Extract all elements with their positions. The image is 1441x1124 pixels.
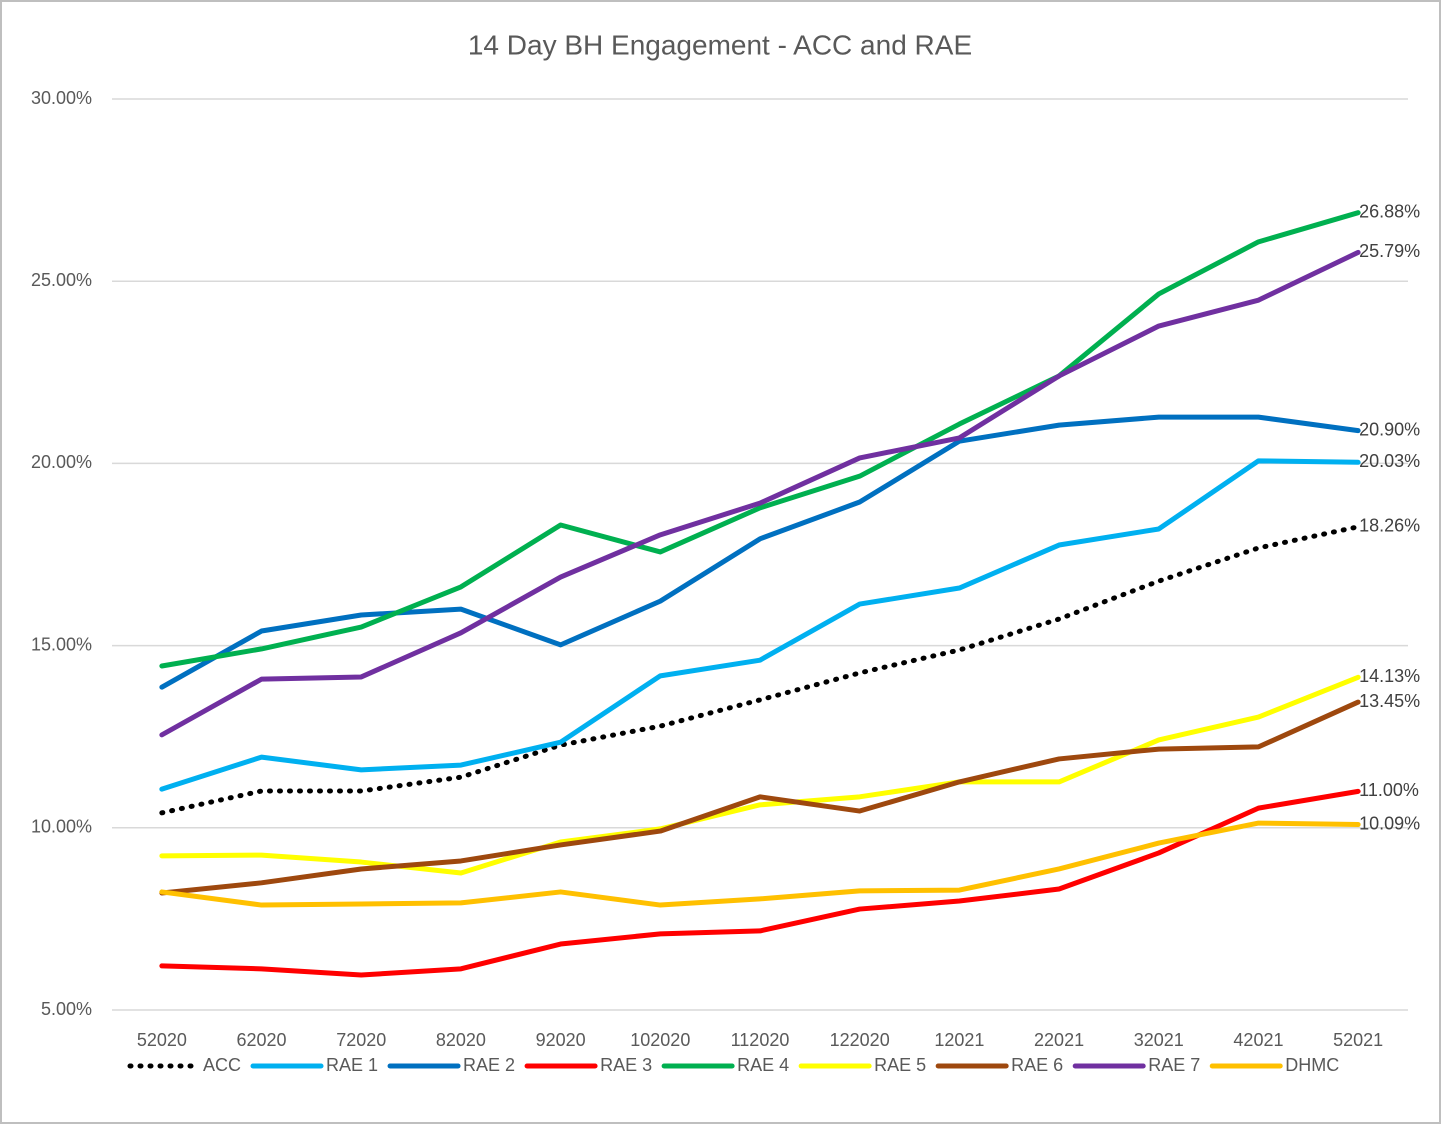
y-tick-label: 20.00%: [31, 452, 92, 472]
data-label: 20.90%: [1359, 419, 1420, 439]
y-tick-label: 5.00%: [41, 999, 92, 1019]
x-tick-label: 12021: [934, 1030, 984, 1050]
y-tick-label: 30.00%: [31, 88, 92, 108]
legend-label: RAE 4: [737, 1055, 789, 1075]
legend-label: DHMC: [1285, 1055, 1339, 1075]
legend-label: RAE 7: [1148, 1055, 1200, 1075]
x-tick-label: 82020: [436, 1030, 486, 1050]
series-line: [159, 699, 1361, 896]
series-line: [159, 788, 1361, 978]
series-line: [159, 414, 1361, 690]
y-tick-label: 10.00%: [31, 817, 92, 837]
data-label: 20.03%: [1359, 451, 1420, 471]
x-tick-label: 22021: [1034, 1030, 1084, 1050]
data-label: 14.13%: [1359, 666, 1420, 686]
data-label: 18.26%: [1359, 516, 1420, 536]
x-tick-label: 92020: [536, 1030, 586, 1050]
series-line: [159, 820, 1361, 908]
x-tick-label: 62020: [237, 1030, 287, 1050]
data-label: 10.09%: [1359, 813, 1420, 833]
series-line: [159, 674, 1361, 876]
x-tick-label: 72020: [336, 1030, 386, 1050]
data-label: 13.45%: [1359, 691, 1420, 711]
y-tick-label: 25.00%: [31, 270, 92, 290]
x-tick-label: 112020: [731, 1030, 790, 1050]
series-line: [159, 249, 1361, 738]
x-tick-label: 32021: [1134, 1030, 1184, 1050]
legend-label: RAE 1: [326, 1055, 378, 1075]
legend-label: RAE 6: [1011, 1055, 1063, 1075]
data-label: 26.88%: [1359, 201, 1420, 221]
legend-label: RAE 2: [463, 1055, 515, 1075]
x-tick-label: 122020: [830, 1030, 890, 1050]
legend-label: ACC: [203, 1055, 241, 1075]
y-tick-label: 15.00%: [31, 634, 92, 654]
x-tick-label: 102020: [630, 1030, 690, 1050]
x-tick-label: 52021: [1333, 1030, 1383, 1050]
chart-title: 14 Day BH Engagement - ACC and RAE: [468, 29, 972, 60]
series-line: [159, 210, 1361, 669]
legend-label: RAE 3: [600, 1055, 652, 1075]
data-label: 11.00%: [1359, 780, 1419, 800]
data-label: 25.79%: [1359, 241, 1420, 261]
series-line: [159, 458, 1361, 792]
legend-label: RAE 5: [874, 1055, 926, 1075]
x-tick-label: 42021: [1233, 1030, 1283, 1050]
series-line: [159, 524, 1361, 816]
x-tick-label: 52020: [137, 1030, 187, 1050]
